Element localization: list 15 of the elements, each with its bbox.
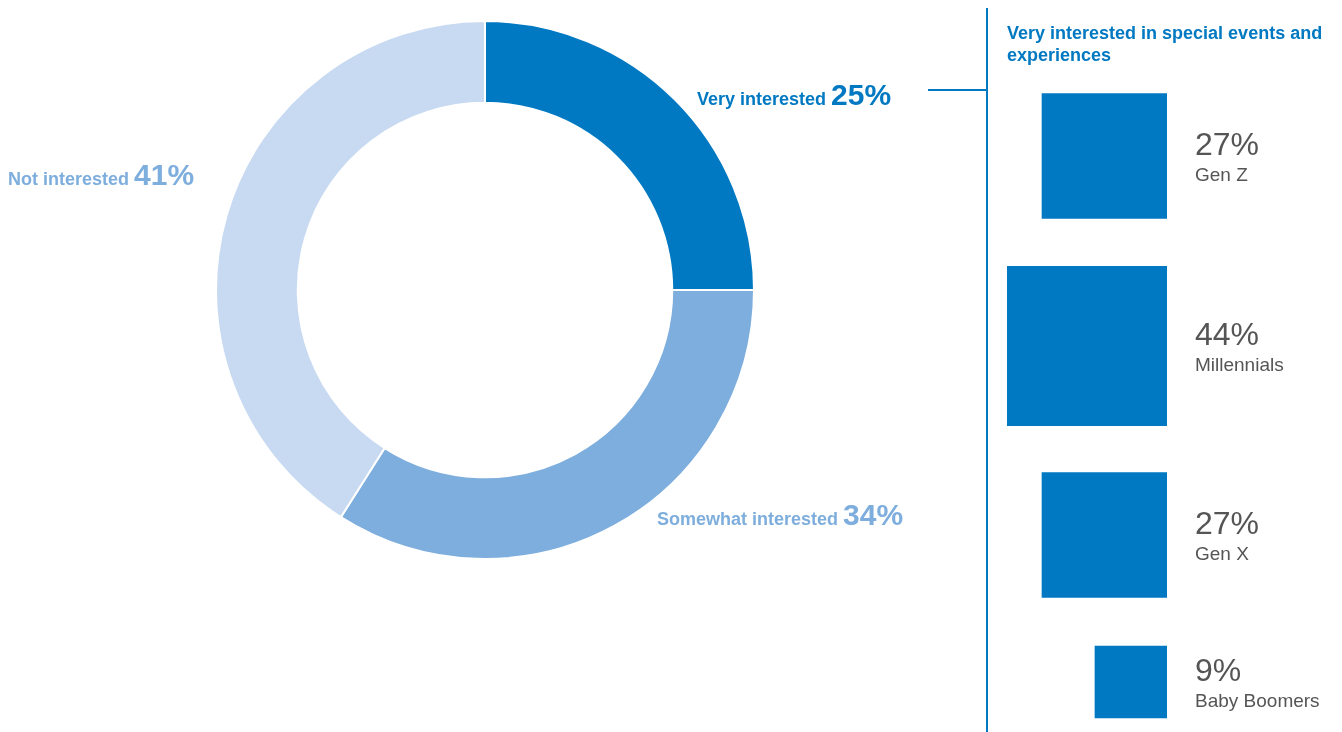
text: Very interested in special events and experiences <box>1007 22 1324 66</box>
category-label: Gen X <box>1195 543 1250 564</box>
data-label: 9% <box>1195 652 1242 688</box>
data-label: 27% <box>1195 126 1260 162</box>
data-label: 25% <box>831 78 892 111</box>
category-label: Baby Boomers <box>1195 690 1320 711</box>
category-label: Gen Z <box>1195 164 1249 185</box>
slice-label: Not interested <box>8 169 130 189</box>
slice-label: Very interested <box>697 89 827 109</box>
slice-label: Somewhat interested <box>657 509 839 529</box>
data-label: 44% <box>1195 316 1260 352</box>
data-label: 34% <box>843 498 904 531</box>
data-label: 27% <box>1195 505 1260 541</box>
data-label: 41% <box>134 158 195 191</box>
category-label: Millennials <box>1195 354 1284 375</box>
